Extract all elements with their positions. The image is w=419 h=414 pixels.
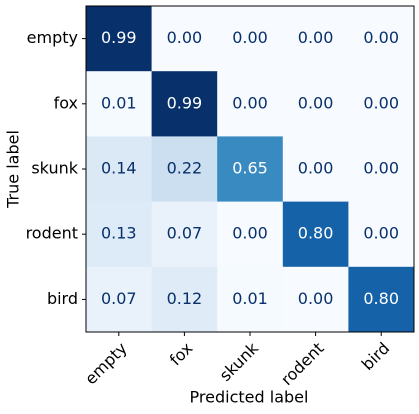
cell-label: 0.00 (298, 159, 334, 178)
heatmap-cell (217, 6, 284, 72)
cell-label: 0.00 (363, 159, 399, 178)
cell-label: 0.99 (167, 93, 203, 112)
y-tick-label: fox (54, 93, 78, 112)
heatmap-cell (86, 266, 153, 333)
x-axis-title: Predicted label (190, 388, 309, 407)
y-axis-title: True label (4, 130, 23, 209)
heatmap-cell (217, 136, 284, 203)
cell-label: 0.00 (298, 28, 334, 47)
cell-label: 0.01 (101, 93, 137, 112)
heatmap-cell (282, 266, 349, 333)
heatmap-cell (217, 201, 284, 268)
heatmap-cell (282, 71, 349, 137)
cell-label: 0.12 (167, 289, 203, 308)
heatmap-cell (348, 6, 415, 72)
cell-label: 0.80 (363, 289, 399, 308)
heatmap-cell (151, 201, 218, 268)
heatmap-cell (348, 71, 415, 137)
cell-label: 0.00 (363, 93, 399, 112)
cell-label: 0.00 (363, 28, 399, 47)
cell-label: 0.00 (232, 93, 268, 112)
y-tick-label: bird (47, 289, 78, 308)
x-tick-label: empty (81, 339, 131, 389)
cell-label: 0.13 (101, 224, 137, 243)
cell-label: 0.00 (167, 28, 203, 47)
heatmap-cell (282, 201, 349, 268)
x-tick-label: rodent (277, 339, 328, 390)
heatmap-cell (348, 136, 415, 203)
cell-label: 0.00 (232, 28, 268, 47)
heatmap-cell (86, 6, 153, 72)
heatmap-cell (86, 201, 153, 268)
y-tick-label: rodent (26, 224, 78, 243)
heatmap-cell (348, 201, 415, 268)
cell-label: 0.14 (101, 159, 137, 178)
heatmap-cell (151, 266, 218, 333)
heatmap-cell (151, 136, 218, 203)
cell-label: 0.07 (101, 289, 137, 308)
heatmap-cell (151, 71, 218, 137)
cell-label: 0.65 (232, 159, 268, 178)
cell-label: 0.99 (101, 28, 137, 47)
x-tick-label: fox (166, 339, 197, 370)
cell-label: 0.80 (298, 224, 334, 243)
heatmap-cell (282, 6, 349, 72)
x-tick-label: skunk (216, 338, 263, 385)
heatmap-cell (348, 266, 415, 333)
cell-label: 0.07 (167, 224, 203, 243)
cell-label: 0.00 (298, 289, 334, 308)
heatmap-cell (151, 6, 218, 72)
y-tick-label: empty (27, 28, 78, 47)
heatmap-cell (86, 136, 153, 203)
cell-label: 0.00 (298, 93, 334, 112)
cell-label: 0.01 (232, 289, 268, 308)
heatmap-cell (217, 266, 284, 333)
y-tick-label: skunk (31, 159, 78, 178)
cell-label: 0.00 (232, 224, 268, 243)
heatmap-cell (282, 136, 349, 203)
cell-label: 0.22 (167, 159, 203, 178)
heatmap-cell (86, 71, 153, 137)
cell-label: 0.00 (363, 224, 399, 243)
x-tick-label: bird (358, 339, 393, 374)
heatmap-cell (217, 71, 284, 137)
